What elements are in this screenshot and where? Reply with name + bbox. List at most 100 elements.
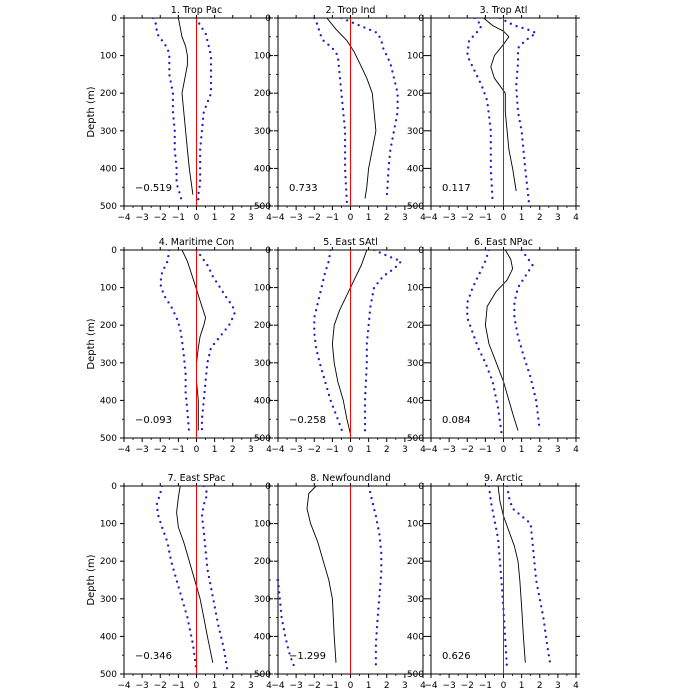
upper-bound-dot — [380, 557, 383, 561]
lower-bound-dot — [479, 25, 482, 29]
upper-bound-dot — [520, 132, 524, 135]
x-tick-label: 3 — [555, 681, 561, 691]
lower-bound-dot — [315, 22, 319, 25]
lower-bound-dot — [489, 172, 493, 175]
upper-bound-dot — [367, 323, 370, 327]
lower-bound-dot — [329, 399, 332, 403]
x-tick-label: −4 — [117, 213, 131, 223]
upper-bound-dot — [370, 496, 373, 500]
upper-bound-dot — [371, 293, 374, 296]
lower-bound-dot — [473, 336, 476, 339]
x-tick-label: 4 — [573, 445, 579, 455]
upper-bound-dot — [385, 192, 389, 196]
upper-bound-dot — [537, 423, 541, 426]
x-tick-label: −1 — [479, 681, 492, 691]
x-tick-label: 2 — [230, 213, 236, 223]
x-tick-label: −1 — [326, 681, 339, 691]
lower-bound-dot — [164, 295, 167, 299]
profile-line — [484, 250, 519, 431]
lower-bound-dot — [489, 376, 493, 379]
y-tick-label: 500 — [254, 670, 271, 680]
upper-bound-dot — [228, 323, 231, 326]
upper-bound-dot — [513, 302, 516, 305]
upper-bound-dot — [380, 570, 383, 573]
upper-bound-dot — [363, 398, 367, 401]
x-tick-label: −2 — [461, 213, 474, 223]
lower-bound-dot — [175, 580, 179, 583]
upper-bound-dot — [519, 345, 523, 348]
upper-bound-dot — [365, 373, 368, 376]
lower-bound-dot — [478, 271, 481, 275]
upper-bound-dot — [202, 526, 205, 529]
upper-bound-dot — [523, 163, 526, 166]
upper-bound-dot — [202, 111, 205, 114]
upper-bound-dot — [548, 660, 551, 663]
upper-bound-dot — [375, 625, 379, 629]
upper-bound-dot — [209, 75, 213, 78]
upper-bound-dot — [514, 321, 517, 324]
series-group — [466, 18, 536, 206]
upper-bound-dot — [202, 403, 205, 406]
y-tick-label: 300 — [254, 359, 271, 369]
lower-bound-dot — [343, 120, 346, 123]
x-tick-label: 3 — [555, 213, 561, 223]
lower-bound-dot — [187, 622, 190, 625]
upper-bound-dot — [527, 368, 530, 372]
y-tick-label: 100 — [254, 520, 271, 530]
upper-bound-dot — [374, 31, 377, 34]
upper-bound-dot — [371, 502, 375, 506]
y-tick-label: 300 — [254, 127, 271, 137]
lower-bound-dot — [286, 646, 290, 649]
upper-bound-dot — [211, 275, 214, 278]
lower-bound-dot — [155, 28, 158, 31]
lower-bound-dot — [174, 154, 177, 157]
lower-bound-dot — [504, 638, 507, 642]
upper-bound-dot — [515, 25, 518, 28]
x-tick-label: 1 — [366, 445, 372, 455]
lower-bound-dot — [279, 603, 282, 606]
upper-bound-dot — [389, 269, 393, 272]
lower-bound-dot — [467, 58, 471, 61]
upper-bound-dot — [379, 582, 382, 586]
lower-bound-dot — [313, 327, 316, 330]
upper-bound-dot — [515, 83, 518, 86]
lower-bound-dot — [174, 160, 178, 163]
upper-bound-dot — [200, 136, 203, 139]
lower-bound-dot — [334, 411, 337, 414]
y-axis-title: Depth (m) — [86, 318, 97, 369]
lower-bound-dot — [184, 378, 187, 382]
lower-bound-dot — [331, 47, 335, 51]
y-tick-label: 200 — [100, 321, 117, 331]
x-tick-label: 2 — [537, 681, 543, 691]
upper-bound-dot — [525, 363, 528, 366]
upper-bound-dot — [367, 486, 370, 488]
upper-bound-dot — [218, 285, 221, 288]
lower-bound-dot — [489, 497, 492, 500]
y-tick-label: 300 — [407, 127, 424, 137]
upper-bound-dot — [530, 537, 534, 540]
upper-bound-dot — [521, 279, 524, 282]
lower-bound-dot — [495, 400, 498, 403]
upper-bound-dot — [202, 397, 206, 400]
upper-bound-dot — [540, 605, 543, 608]
lower-bound-dot — [477, 21, 480, 24]
series-group — [313, 18, 399, 206]
upper-bound-dot — [214, 612, 218, 615]
panel-5: 5. East SAtl −4 −3 −2 −1 0 1 2 3 4 0 100 200 300 400 50… — [254, 237, 427, 455]
upper-bound-dot — [378, 35, 381, 38]
y-tick-label: 400 — [254, 164, 271, 174]
x-tick-label: −1 — [172, 445, 185, 455]
upper-bound-dot — [515, 290, 519, 293]
upper-bound-dot — [515, 327, 518, 330]
y-tick-label: 500 — [407, 670, 424, 680]
upper-bound-dot — [379, 576, 383, 579]
upper-bound-dot — [220, 333, 223, 336]
upper-bound-dot — [202, 532, 206, 536]
upper-bound-dot — [363, 410, 367, 413]
upper-bound-dot — [536, 411, 539, 414]
lower-bound-dot — [175, 317, 179, 321]
lower-bound-dot — [323, 272, 326, 276]
lower-bound-dot — [282, 628, 286, 631]
upper-bound-dot — [204, 384, 207, 387]
upper-bound-dot — [198, 22, 201, 25]
